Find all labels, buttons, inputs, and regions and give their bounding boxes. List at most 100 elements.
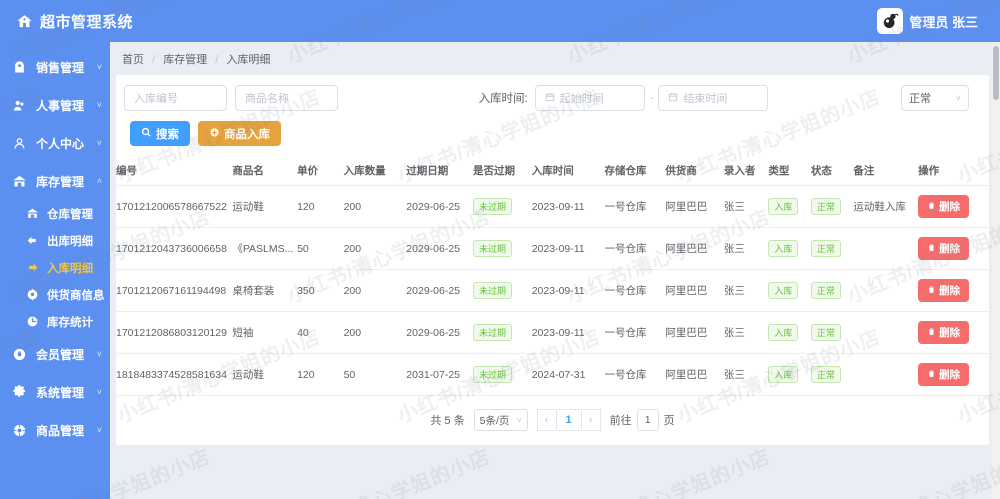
goods-name-input[interactable]: 商品名称 bbox=[235, 85, 338, 111]
next-page-button[interactable]: › bbox=[580, 409, 601, 431]
start-date-placeholder: 起始时间 bbox=[559, 93, 604, 105]
delete-button-label: 删除 bbox=[939, 201, 961, 213]
sidebar-label: 会员管理 bbox=[36, 347, 85, 362]
cell-supplier: 阿里巴巴 bbox=[665, 311, 724, 354]
inbound-code-input[interactable]: 入库编号 bbox=[124, 85, 227, 111]
cell-warehouse: 一号仓库 bbox=[604, 185, 666, 228]
delete-button[interactable]: 删除 bbox=[918, 279, 970, 302]
end-date-input[interactable]: 结束时间 bbox=[658, 85, 769, 111]
cell-remark: 运动鞋入库 bbox=[853, 185, 919, 228]
sidebar-item-supplier[interactable]: 供货商信息 bbox=[0, 281, 110, 308]
breadcrumb-item-home[interactable]: 首页 bbox=[122, 54, 144, 66]
search-button[interactable]: 搜索 bbox=[130, 121, 190, 146]
sidebar-item-hr[interactable]: 人事管理 ˅ bbox=[0, 86, 110, 124]
cell-expired: 未过期 bbox=[473, 353, 532, 396]
calendar-icon bbox=[545, 92, 555, 105]
cell-warehouse: 一号仓库 bbox=[604, 353, 666, 396]
delete-button[interactable]: 删除 bbox=[918, 237, 970, 260]
inbound-table: 编号 商品名 单价 入库数量 过期日期 是否过期 入库时间 存储仓库 供货商 录… bbox=[116, 156, 989, 396]
type-badge: 入库 bbox=[768, 198, 799, 215]
cell-status: 正常 bbox=[810, 353, 854, 396]
cell-expired: 未过期 bbox=[473, 185, 532, 228]
sidebar-item-member[interactable]: 会员管理 ˅ bbox=[0, 335, 110, 373]
col-remark: 备注 bbox=[853, 156, 919, 186]
search-button-label: 搜索 bbox=[156, 128, 179, 141]
sidebar-item-inventory[interactable]: 库存管理 ˄ bbox=[0, 162, 110, 200]
breadcrumb: 首页 / 库存管理 / 入库明细 bbox=[110, 42, 995, 67]
type-badge: 入库 bbox=[768, 240, 799, 257]
sidebar-label: 商品管理 bbox=[36, 423, 85, 438]
start-date-input[interactable]: 起始时间 bbox=[534, 85, 645, 111]
table-row[interactable]: 1701212006578667522 运动鞋 120 200 2029-06-… bbox=[116, 185, 989, 228]
stats-icon bbox=[26, 315, 42, 328]
add-inbound-button[interactable]: 商品入库 bbox=[198, 121, 281, 146]
supplier-icon bbox=[26, 288, 42, 301]
user-box[interactable]: 管理员 张三 bbox=[877, 8, 1000, 34]
cell-remark bbox=[853, 227, 919, 270]
status-badge: 正常 bbox=[810, 240, 841, 257]
table-row[interactable]: 1701212067161194498 桌椅套装 350 200 2029-06… bbox=[116, 269, 989, 312]
cell-supplier: 阿里巴巴 bbox=[665, 353, 724, 396]
delete-button[interactable]: 删除 bbox=[918, 321, 970, 344]
add-inbound-button-label: 商品入库 bbox=[224, 128, 270, 141]
trash-icon bbox=[927, 243, 936, 255]
prev-page-button[interactable]: ‹ bbox=[536, 409, 557, 431]
scrollbar-thumb[interactable] bbox=[993, 46, 999, 100]
gear-icon bbox=[12, 384, 30, 400]
cell-name: 运动鞋 bbox=[232, 353, 298, 396]
cell-action: 删除 bbox=[918, 311, 989, 354]
sidebar-item-outbound[interactable]: 出库明细 bbox=[0, 227, 110, 254]
sidebar-item-system[interactable]: 系统管理 ˅ bbox=[0, 373, 110, 411]
calendar-icon bbox=[668, 92, 678, 105]
sidebar-item-warehouse-manage[interactable]: 仓库管理 bbox=[0, 200, 110, 227]
cell-remark bbox=[853, 269, 919, 312]
sidebar-item-profile[interactable]: 个人中心 ˅ bbox=[0, 124, 110, 162]
status-badge: 正常 bbox=[810, 282, 841, 299]
table-header-row: 编号 商品名 单价 入库数量 过期日期 是否过期 入库时间 存储仓库 供货商 录… bbox=[116, 156, 989, 186]
main-content: 首页 / 库存管理 / 入库明细 入库编号 商品名称 入库时间: 起始时间 - bbox=[110, 42, 995, 499]
page-scrollbar[interactable] bbox=[992, 42, 1000, 499]
cell-action: 删除 bbox=[918, 269, 989, 312]
delete-button-label: 删除 bbox=[939, 243, 961, 255]
type-badge: 入库 bbox=[768, 324, 799, 341]
username-label: 管理员 张三 bbox=[909, 14, 978, 30]
table-body: 1701212006578667522 运动鞋 120 200 2029-06-… bbox=[116, 185, 989, 396]
status-select[interactable]: 正常 ˅ bbox=[901, 85, 969, 111]
cell-supplier: 阿里巴巴 bbox=[665, 185, 724, 228]
delete-button[interactable]: 删除 bbox=[918, 363, 970, 386]
page-size-select[interactable]: 5条/页 ˅ bbox=[473, 409, 528, 431]
delete-button[interactable]: 删除 bbox=[918, 195, 970, 218]
brand[interactable]: 超市管理系统 bbox=[0, 11, 133, 32]
sidebar-item-inbound[interactable]: 入库明细 bbox=[0, 254, 110, 281]
sidebar-label: 库存管理 bbox=[36, 174, 85, 189]
sidebar-label: 入库明细 bbox=[47, 262, 93, 275]
sidebar-item-sales[interactable]: 销售管理 ˅ bbox=[0, 48, 110, 86]
cell-code: 1701212086803120129 bbox=[116, 311, 233, 354]
col-action: 操作 bbox=[918, 156, 989, 186]
hr-icon bbox=[12, 98, 30, 113]
cell-price: 120 bbox=[297, 353, 344, 396]
cell-price: 40 bbox=[297, 311, 344, 354]
jump-suffix-label: 页 bbox=[663, 415, 675, 427]
chevron-down-icon: ˅ bbox=[96, 138, 102, 148]
cell-remark bbox=[853, 311, 919, 354]
filter-bar: 入库编号 商品名称 入库时间: 起始时间 - 结束时间 bbox=[116, 75, 989, 111]
cell-intime: 2023-09-11 bbox=[531, 227, 605, 270]
cell-expire: 2029-06-25 bbox=[406, 227, 474, 270]
table-row[interactable]: 1701212043736006658 《PASLMS... 50 200 20… bbox=[116, 227, 989, 270]
page-size-value: 5条/页 bbox=[479, 414, 510, 427]
jump-page-input[interactable]: 1 bbox=[636, 409, 659, 431]
table-row[interactable]: 1701212086803120129 短袖 40 200 2029-06-25… bbox=[116, 311, 989, 354]
breadcrumb-item-inventory[interactable]: 库存管理 bbox=[163, 54, 208, 66]
table-head: 编号 商品名 单价 入库数量 过期日期 是否过期 入库时间 存储仓库 供货商 录… bbox=[116, 156, 989, 186]
cell-type: 入库 bbox=[768, 269, 811, 312]
cell-expire: 2031-07-25 bbox=[406, 353, 474, 396]
sidebar-item-stock-stats[interactable]: 库存统计 bbox=[0, 308, 110, 335]
sidebar-label: 销售管理 bbox=[36, 60, 85, 75]
table-row[interactable]: 1818483374528581634 运动鞋 120 50 2031-07-2… bbox=[116, 353, 989, 396]
jump-prefix-label: 前往 bbox=[609, 415, 632, 427]
col-type: 类型 bbox=[768, 156, 811, 186]
breadcrumb-separator: / bbox=[215, 54, 219, 66]
page-number-1[interactable]: 1 bbox=[557, 409, 580, 431]
sidebar-item-goods[interactable]: 商品管理 ˅ bbox=[0, 411, 110, 449]
